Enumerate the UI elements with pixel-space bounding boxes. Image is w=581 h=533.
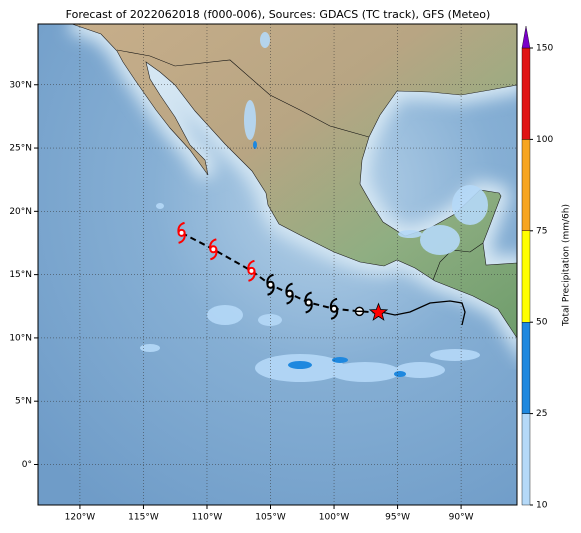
colorbar-tick-label: 50 [536, 318, 548, 328]
x-tick-label: 95°W [385, 513, 410, 523]
storm-eye [209, 245, 218, 254]
storm-eye [285, 289, 294, 298]
circle-marker [354, 306, 365, 317]
y-tick-label: 25°N [9, 144, 32, 154]
y-tick-label: 20°N [9, 207, 32, 217]
y-tick-label: 10°N [9, 333, 32, 343]
colorbar-tick-label: 25 [536, 409, 547, 419]
map-frame [37, 23, 518, 506]
colorbar-label: Total Precipitation (mm/6h) [562, 204, 572, 327]
track-line-extra [380, 300, 466, 326]
storm-arms [247, 259, 256, 282]
colorbar-tick-label: 10 [536, 501, 548, 511]
colorbar-segment [521, 230, 531, 323]
storm-marker [329, 297, 339, 320]
precipitation-heavy [253, 141, 406, 377]
storm-eye [247, 266, 256, 275]
x-tick-label: 120°W [65, 513, 96, 523]
storm-marker [266, 273, 275, 296]
map-title: Forecast of 2022062018 (f000-006), Sourc… [66, 8, 491, 21]
y-tick-label: 30°N [9, 80, 32, 90]
storm-marker [247, 259, 256, 282]
storm-eye [304, 298, 313, 307]
land [71, 24, 517, 339]
colorbar-tick-label: 100 [536, 135, 553, 145]
storm-marker [304, 291, 313, 314]
y-tick-label: 5°N [15, 397, 32, 407]
y-tick-label: 15°N [9, 270, 32, 280]
storm-eye [330, 304, 339, 313]
storm-arms [304, 291, 313, 314]
map-area [38, 24, 517, 505]
colorbar-tick-label: 150 [536, 44, 553, 54]
star-marker [368, 302, 389, 321]
storm-arms [329, 297, 339, 320]
storm-marker [209, 238, 218, 261]
colorbar-segment [521, 413, 531, 506]
colorbar-segment [521, 47, 531, 140]
x-tick-label: 100°W [319, 513, 350, 523]
colorbar-segment [521, 139, 531, 231]
storm-marker [285, 282, 294, 305]
y-tick-label: 0° [22, 460, 32, 470]
storm-arms [209, 238, 218, 261]
storm-marker [177, 221, 186, 244]
colorbar-segment [521, 322, 531, 414]
storm-arms [177, 221, 186, 244]
x-tick-label: 110°W [192, 513, 223, 523]
colorbar-extend [521, 25, 531, 49]
x-tick-label: 115°W [128, 513, 159, 523]
storm-eye [266, 280, 275, 289]
x-tick-label: 105°W [255, 513, 286, 523]
storm-arms [266, 273, 275, 296]
x-tick-label: 90°W [449, 513, 474, 523]
colorbar-tick-label: 75 [536, 226, 547, 236]
storm-arms [285, 282, 294, 305]
storm-eye [177, 228, 186, 237]
